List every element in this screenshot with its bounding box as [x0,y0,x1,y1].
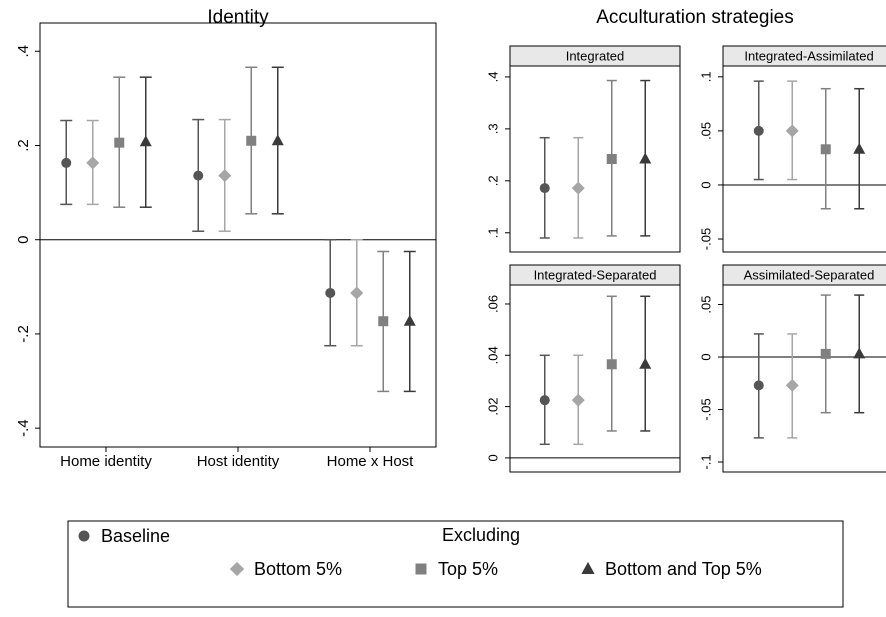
y-tick-label: .4 [485,71,500,82]
panel-title: Integrated-Assimilated [744,48,873,63]
point [606,154,617,164]
y-tick-label: .1 [698,71,713,82]
point [193,170,204,181]
plot-frame [509,65,681,253]
point [350,286,364,300]
point [571,393,585,407]
y-tick-label: .05 [698,122,713,140]
legend-label: Bottom 5% [254,559,342,579]
point [753,125,764,136]
legend-marker [581,561,595,574]
point [539,395,550,406]
y-tick-label: 0 [15,236,32,244]
point [853,347,866,359]
y-tick-label: .2 [485,175,500,186]
y-tick-label: .3 [485,123,500,134]
point [639,152,652,164]
point [753,380,764,391]
y-tick-label: 0 [698,181,713,188]
point [820,144,831,155]
y-tick-label: .05 [698,295,713,313]
legend-marker [78,530,90,542]
y-tick-label: .06 [485,295,500,313]
y-tick-label: -.2 [15,325,32,343]
legend-label: Bottom and Top 5% [605,559,762,579]
x-tick-label: Home identity [60,453,152,470]
legend-heading: Excluding [442,525,520,545]
legend-label: Top 5% [438,559,498,579]
y-tick-label: .02 [485,398,500,416]
y-tick-label: 0 [698,353,713,360]
y-tick-label: .2 [15,139,32,152]
legend-box [67,520,844,608]
legend-label: Baseline [101,526,170,546]
point [139,135,152,147]
y-tick-label: .04 [485,346,500,364]
plot-frame [722,65,886,253]
panel-title: Integrated [566,48,625,63]
point [403,314,416,326]
point [61,157,72,168]
point [853,142,866,154]
chart-title: Identity [207,7,269,28]
point [86,156,100,170]
y-tick-label: 0 [485,454,500,461]
point [785,378,799,392]
y-tick-label: -.1 [698,454,713,469]
panel-title: Assimilated-Separated [744,267,875,282]
point [378,316,389,327]
legend-marker [415,563,427,575]
point [218,169,232,183]
y-tick-label: -.05 [698,228,713,250]
point [639,357,652,369]
point [114,137,125,148]
y-tick-label: .4 [15,45,32,58]
point [271,134,284,146]
y-tick-label: -.05 [698,398,713,420]
point [785,124,799,138]
y-tick-label: .1 [485,227,500,238]
point [606,359,617,370]
plot-frame [509,284,681,473]
suptitle: Acculturation strategies [596,7,794,28]
point [571,181,585,195]
plot-frame [722,284,886,473]
panel-title: Integrated-Separated [534,267,657,282]
x-tick-label: Home x Host [327,453,415,470]
x-tick-label: Host identity [197,453,280,470]
point [820,348,831,359]
point [539,183,550,194]
point [325,287,336,298]
y-tick-label: -.4 [15,419,32,437]
legend-marker [229,561,245,577]
point [246,135,257,146]
